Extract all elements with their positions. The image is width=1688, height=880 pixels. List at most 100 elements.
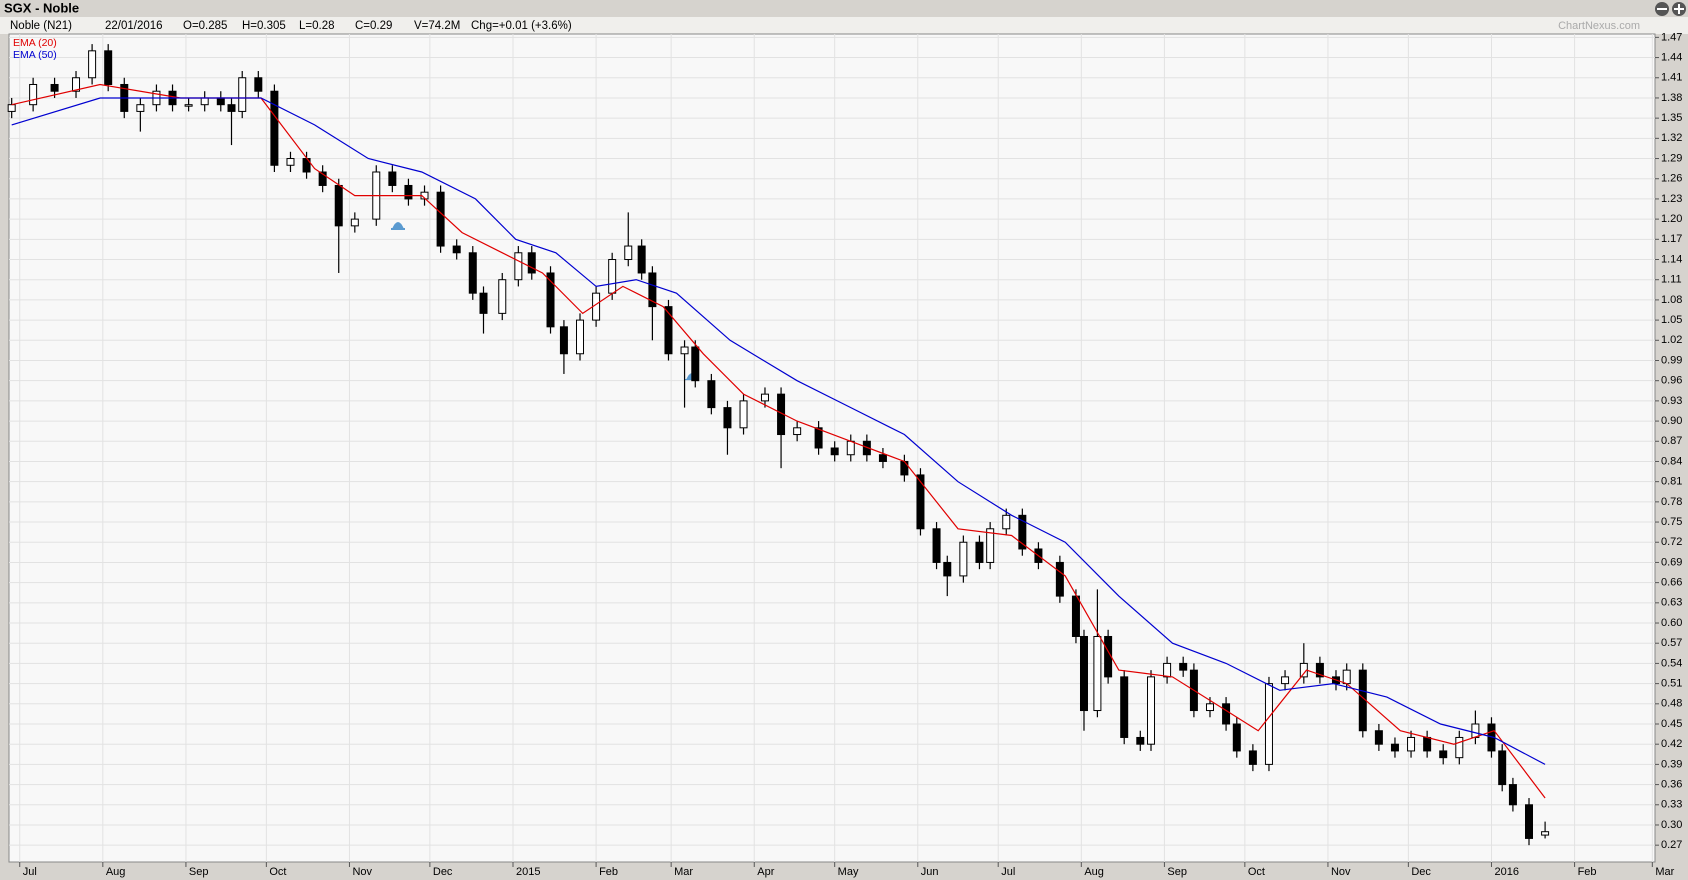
y-tick-label: 0.66 [1661, 577, 1682, 589]
candle-body [1055, 561, 1064, 597]
info-field: Chg=+0.01 (+3.6%) [471, 20, 572, 32]
candle-body [104, 50, 113, 85]
candle-body [932, 528, 941, 563]
y-tick-label: 1.02 [1661, 334, 1682, 346]
x-tick-label: Dec [433, 866, 453, 878]
candle-body [760, 393, 769, 402]
candle-body [1136, 736, 1145, 745]
candle-body [404, 184, 413, 200]
candle-body [1455, 736, 1464, 759]
watermark: ChartNexus.com [1558, 20, 1640, 32]
candle-body [1315, 662, 1324, 678]
y-tick-label: 1.05 [1661, 314, 1682, 326]
candle-body [498, 279, 507, 314]
y-tick-label: 1.20 [1661, 213, 1682, 225]
x-tick-label: Feb [1578, 866, 1597, 878]
info-field: Noble (N21) [10, 20, 72, 32]
y-tick-label: 0.63 [1661, 597, 1682, 609]
x-tick-label: Feb [599, 866, 618, 878]
info-field: 22/01/2016 [105, 20, 163, 32]
y-tick-label: 0.96 [1661, 375, 1682, 387]
candle-body [959, 541, 968, 577]
x-tick-label: Jul [23, 866, 37, 878]
y-tick-label: 0.33 [1661, 799, 1682, 811]
candle-body [136, 104, 145, 112]
candle-body [814, 427, 823, 449]
legend-entry: EMA (50) [13, 49, 57, 61]
y-tick-label: 0.36 [1661, 778, 1682, 790]
y-tick-label: 1.14 [1661, 253, 1682, 265]
candle-body [1264, 683, 1273, 765]
candle-body [479, 292, 488, 314]
y-tick-label: 0.60 [1661, 617, 1682, 629]
candle-body [1248, 750, 1257, 765]
candle-body [7, 104, 16, 112]
y-tick-label: 0.81 [1661, 476, 1682, 488]
candle-body [624, 245, 633, 261]
y-tick-label: 1.17 [1661, 233, 1682, 245]
y-tick-label: 0.90 [1661, 415, 1682, 427]
y-tick-label: 0.54 [1661, 657, 1682, 669]
x-tick-label: 2016 [1494, 866, 1518, 878]
x-tick-label: Apr [757, 866, 774, 878]
candle-body [318, 171, 327, 186]
candle-body [452, 245, 461, 254]
candle-body [350, 218, 359, 227]
y-tick-label: 1.26 [1661, 173, 1682, 185]
y-tick-label: 0.27 [1661, 839, 1682, 851]
y-tick-label: 1.11 [1661, 274, 1682, 286]
candle-body [1222, 703, 1231, 725]
candle-body [72, 77, 81, 92]
candle-body [559, 326, 568, 355]
maximize-icon [1678, 4, 1680, 14]
candle-body [739, 400, 748, 429]
x-tick-label: Dec [1411, 866, 1431, 878]
candle-body [200, 97, 209, 106]
candle-body [1179, 662, 1188, 671]
y-tick-label: 0.57 [1661, 637, 1682, 649]
info-field: C=0.29 [355, 20, 392, 32]
y-tick-label: 0.72 [1661, 536, 1682, 548]
y-tick-label: 1.32 [1661, 132, 1682, 144]
candle-body [436, 191, 445, 247]
candle-body [29, 83, 38, 106]
y-tick-label: 0.84 [1661, 455, 1682, 467]
candle-body [388, 171, 397, 186]
candle-body [1163, 662, 1172, 678]
y-tick-label: 0.39 [1661, 758, 1682, 770]
x-tick-label: Mar [674, 866, 693, 878]
candle-body [514, 252, 523, 281]
candle-body [1508, 784, 1517, 806]
candle-body [637, 245, 646, 274]
chart-title: SGX - Noble [4, 0, 79, 15]
candle-body [793, 427, 802, 436]
candle-body [88, 50, 97, 79]
candle-body [546, 272, 555, 328]
candle-body [648, 272, 657, 308]
candle-body [862, 440, 871, 456]
candle-body [916, 474, 925, 530]
y-tick-label: 0.30 [1661, 819, 1682, 831]
minimize-icon [1657, 8, 1667, 10]
ema-line [11, 97, 1546, 765]
candle-body [527, 252, 536, 274]
candle-body [1342, 669, 1351, 685]
candle-body [1471, 723, 1480, 738]
info-bar [0, 17, 1688, 34]
y-tick-label: 1.38 [1661, 92, 1682, 104]
candle-body [707, 380, 716, 409]
ema-line [11, 83, 1546, 799]
candle-body [216, 97, 225, 106]
candle-body [900, 460, 909, 476]
candle-body [1281, 676, 1290, 685]
candle-body [286, 158, 295, 166]
candle-body [608, 259, 617, 294]
candle-body [1390, 743, 1399, 752]
y-tick-label: 0.99 [1661, 354, 1682, 366]
x-tick-label: 2015 [516, 866, 540, 878]
candle-body [1147, 676, 1156, 745]
candle-body [1002, 514, 1011, 530]
y-tick-label: 0.42 [1661, 738, 1682, 750]
x-tick-label: Oct [1248, 866, 1265, 878]
